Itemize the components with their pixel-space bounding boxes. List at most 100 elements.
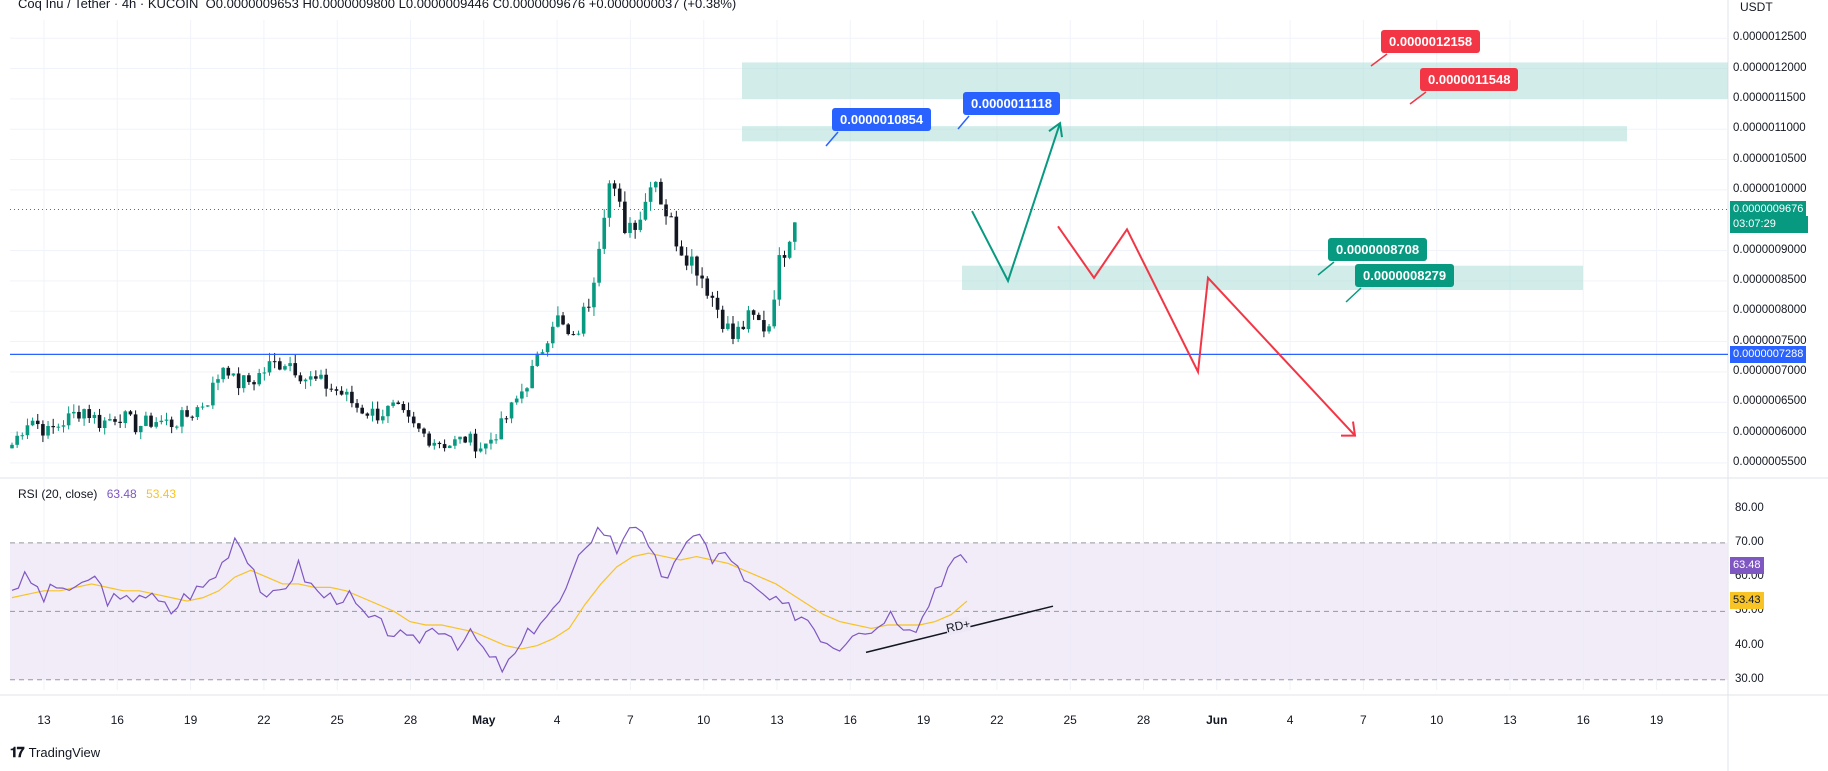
candle-body — [530, 365, 534, 389]
candle-body — [664, 204, 668, 217]
candle-body — [777, 255, 782, 300]
candle-body — [731, 323, 735, 339]
tradingview-logo-icon: 𝟏𝟕 — [10, 744, 25, 760]
candle-body — [690, 256, 694, 266]
candle-body — [20, 435, 25, 437]
candle-body — [169, 419, 174, 428]
candle-body — [772, 299, 776, 327]
candle-body — [61, 425, 66, 427]
candle-body — [252, 382, 256, 385]
rsi-axis-tick: 40.00 — [1735, 638, 1764, 651]
rsi-ma-line — [11, 552, 968, 650]
bearish-arrowhead — [1341, 421, 1357, 437]
candle-body — [118, 421, 122, 424]
candle-body — [756, 314, 761, 321]
time-axis-tick: 16 — [1576, 713, 1590, 727]
candle-body — [679, 246, 684, 256]
candle-body — [46, 426, 50, 436]
candle-body — [561, 315, 565, 325]
candle-body — [10, 444, 14, 449]
candle-body — [484, 443, 488, 449]
candle-body — [411, 416, 416, 424]
candle-body — [226, 367, 231, 376]
price-label-pointer — [1409, 91, 1427, 105]
rsi-ma-value: 53.43 — [146, 487, 177, 501]
candle-body — [767, 326, 771, 332]
candle-body — [211, 382, 215, 406]
candle-body — [545, 343, 550, 353]
overlay-lines — [10, 53, 1728, 437]
candle-body — [344, 391, 349, 395]
candle-body — [221, 367, 225, 380]
price-axis-tick: 0.0000006500 — [1733, 395, 1807, 408]
candle-body — [267, 361, 272, 373]
rsi-axis-tick: 30.00 — [1735, 672, 1764, 685]
time-axis-tick: 28 — [1136, 713, 1151, 727]
candle-body — [241, 375, 246, 389]
candle-body — [762, 320, 766, 332]
candle-body — [92, 414, 97, 419]
candle-body — [499, 418, 504, 440]
ohlc-values: O0.0000009653 H0.0000009800 L0.000000944… — [205, 0, 737, 11]
time-axis-tick: 19 — [183, 713, 198, 727]
candle-body — [200, 406, 205, 408]
candle-body — [324, 374, 328, 389]
candle-body — [447, 445, 452, 449]
time-axis-tick: 10 — [697, 713, 711, 727]
time-axis-tick: 10 — [1430, 713, 1444, 727]
candle-body — [684, 255, 689, 266]
candle-body — [653, 181, 658, 188]
candle-body — [102, 420, 107, 428]
candle-body — [236, 373, 241, 389]
candle-body — [623, 201, 627, 234]
price-label-pointer — [1317, 261, 1335, 276]
candle-body — [113, 419, 117, 422]
time-axis-tick: 4 — [1286, 713, 1294, 727]
price-axis-tick: 0.0000010500 — [1733, 152, 1807, 165]
price-label: 0.0000012158 — [1381, 30, 1481, 53]
price-axis-tick: 0.0000007500 — [1733, 334, 1807, 347]
candle-body — [612, 183, 617, 189]
currency-unit[interactable]: USDT — [1740, 0, 1773, 14]
candle-body — [463, 436, 467, 443]
time-axis-tick: 19 — [1649, 713, 1664, 727]
candle-body — [128, 411, 133, 415]
tradingview-brand[interactable]: 𝟏𝟕 TradingView — [10, 744, 100, 761]
candle-body — [35, 420, 40, 425]
candle-body — [710, 295, 715, 298]
candle-body — [736, 326, 740, 339]
candle-body — [298, 375, 303, 382]
candle-body — [659, 181, 663, 205]
candle-body — [25, 425, 30, 436]
candle-body — [442, 444, 447, 449]
candle-body — [77, 411, 81, 419]
candle-body — [308, 376, 313, 380]
price-label-pointer — [1345, 287, 1362, 303]
candle-body — [674, 216, 679, 247]
candle-body — [164, 419, 169, 421]
candle-body — [648, 187, 653, 202]
candle-body — [149, 415, 153, 427]
candle-body — [607, 183, 612, 218]
candle-body — [700, 275, 704, 279]
candle-body — [432, 442, 437, 446]
candle-body — [339, 390, 344, 395]
candle-body — [365, 413, 370, 416]
current-price-tag: 0.0000009676 — [1730, 200, 1807, 218]
candle-body — [247, 375, 251, 383]
candle-body — [525, 388, 529, 392]
candle-body — [633, 222, 637, 230]
time-axis-tick: 22 — [990, 713, 1004, 727]
candle-body — [489, 439, 493, 444]
candle-body — [190, 416, 195, 418]
candle-body — [793, 222, 797, 242]
price-label-pointer — [957, 115, 970, 130]
price-axis-tick: 0.0000012500 — [1733, 31, 1807, 44]
candle-body — [283, 366, 287, 370]
candle-body — [15, 435, 19, 445]
candle-body — [138, 425, 143, 433]
candle-body — [30, 420, 35, 426]
candle-body — [56, 426, 61, 428]
candle-body — [417, 423, 421, 429]
